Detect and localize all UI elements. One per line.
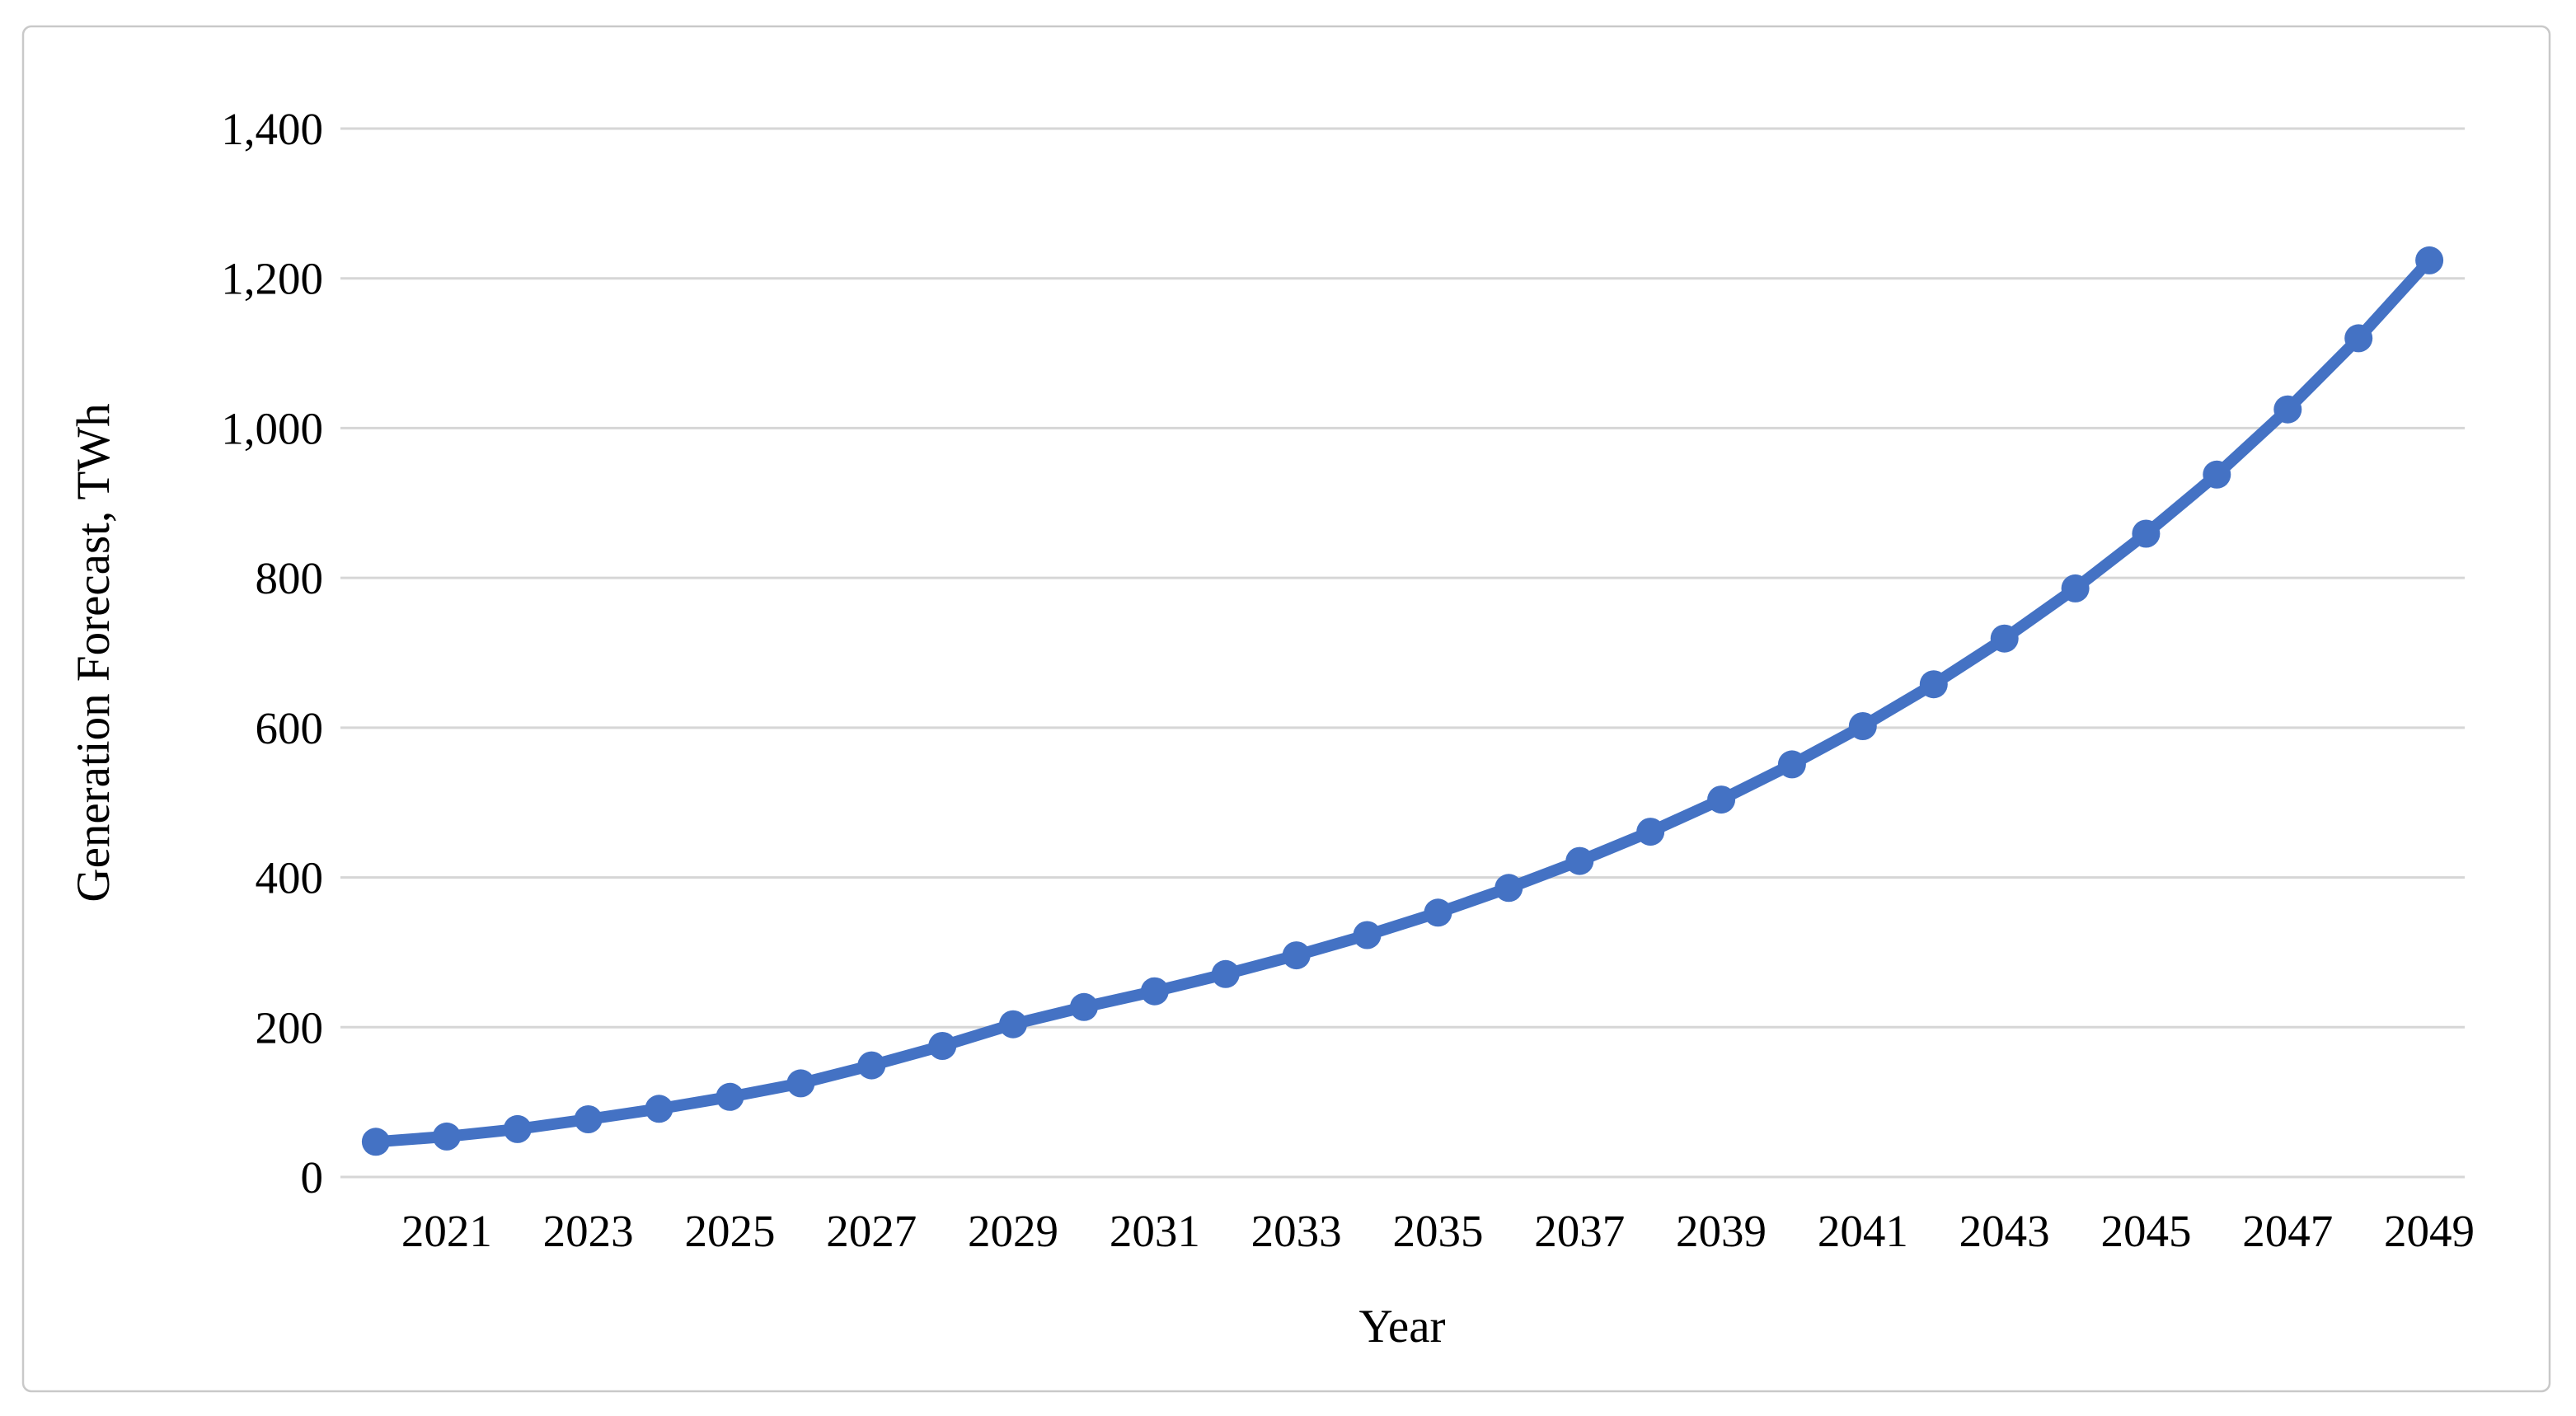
data-point-marker <box>2273 395 2302 424</box>
data-point-marker <box>2203 460 2231 489</box>
data-point-marker <box>1919 670 1948 699</box>
y-axis-title: Generation Forecast, TWh <box>68 403 120 902</box>
data-point-marker <box>1777 750 1806 779</box>
y-tick-label: 1,400 <box>221 104 323 154</box>
data-point-marker <box>2415 246 2444 274</box>
x-tick-label: 2037 <box>1534 1206 1625 1256</box>
data-point-marker <box>1424 898 1452 927</box>
data-point-marker <box>1211 959 1240 988</box>
data-series-group <box>361 246 2444 1156</box>
data-point-marker <box>1494 874 1523 903</box>
gridlines-group <box>340 127 2465 1179</box>
x-tick-label: 2039 <box>1676 1206 1767 1256</box>
x-tick-label: 2027 <box>826 1206 917 1256</box>
data-point-marker <box>1565 846 1594 875</box>
x-tick-label: 2033 <box>1251 1206 1342 1256</box>
x-tick-label: 2049 <box>2384 1206 2475 1256</box>
x-tick-label: 2047 <box>2242 1206 2333 1256</box>
data-point-marker <box>1140 977 1169 1006</box>
x-tick-label: 2029 <box>968 1206 1058 1256</box>
y-tick-label: 600 <box>256 703 324 753</box>
data-point-marker <box>2061 574 2090 603</box>
x-tick-label: 2035 <box>1392 1206 1483 1256</box>
data-point-marker <box>999 1010 1027 1039</box>
x-axis-tick-labels: 2021 2023 2025 2027 2029 2031 2033 2035 2037 2039… <box>401 1206 2475 1256</box>
x-tick-label: 2031 <box>1110 1206 1200 1256</box>
data-point-marker <box>1353 921 1382 949</box>
data-point-marker <box>1282 941 1311 970</box>
data-point-marker <box>716 1082 744 1111</box>
data-point-marker <box>928 1032 957 1060</box>
data-point-marker <box>574 1105 603 1133</box>
x-tick-label: 2043 <box>1959 1206 2050 1256</box>
data-point-marker <box>2344 324 2373 353</box>
data-point-marker <box>645 1095 673 1123</box>
data-point-marker <box>1990 624 2019 653</box>
y-tick-label: 1,200 <box>221 254 323 304</box>
x-tick-label: 2041 <box>1818 1206 1908 1256</box>
data-point-marker <box>2132 519 2161 548</box>
data-point-marker <box>786 1069 815 1098</box>
data-point-marker <box>361 1128 390 1156</box>
data-point-marker <box>1636 818 1665 846</box>
figure-border <box>21 25 2551 1393</box>
y-tick-label: 1,000 <box>221 403 323 453</box>
x-tick-label: 2025 <box>684 1206 775 1256</box>
y-tick-label: 200 <box>256 1002 324 1053</box>
x-tick-label: 2021 <box>401 1206 492 1256</box>
data-point-marker <box>1070 992 1098 1021</box>
y-axis-tick-labels: 0 200 400 600 800 1,000 1,200 1,400 <box>221 104 323 1203</box>
data-point-marker <box>1707 785 1736 814</box>
data-point-marker <box>1848 712 1877 740</box>
x-axis-title: Year <box>1358 1301 1445 1353</box>
x-tick-label: 2023 <box>543 1206 634 1256</box>
data-point-marker <box>432 1122 461 1151</box>
data-point-marker <box>503 1114 532 1143</box>
x-tick-label: 2045 <box>2100 1206 2191 1256</box>
data-point-marker <box>857 1051 886 1080</box>
y-tick-label: 400 <box>256 853 324 903</box>
y-tick-label: 0 <box>301 1152 324 1203</box>
y-tick-label: 800 <box>256 553 324 603</box>
